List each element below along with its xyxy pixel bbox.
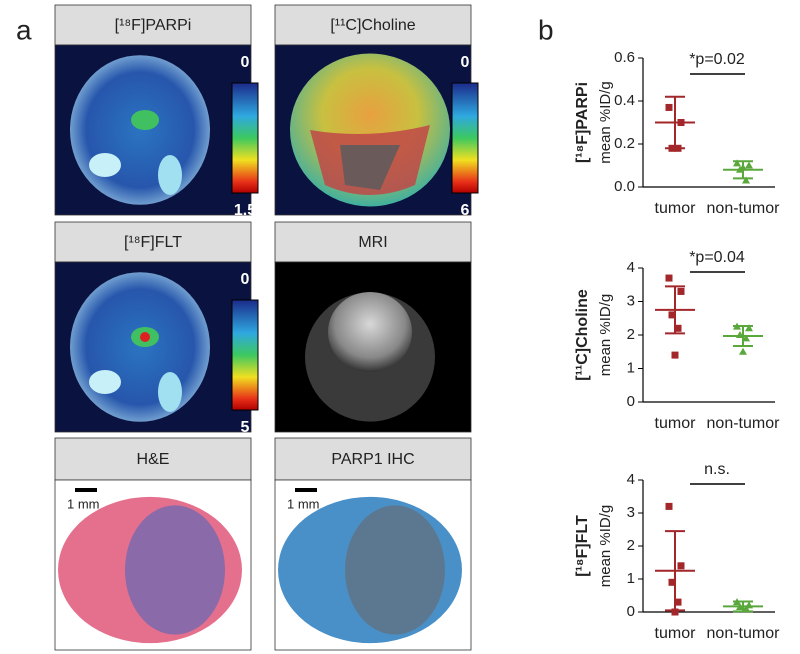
y-tick-label: 1 (627, 359, 635, 376)
annotation: n.s. (704, 461, 730, 478)
y-tick-label: 0.4 (614, 92, 635, 109)
y-tick-label: 4 (627, 471, 635, 488)
colorbar-label: 0 (461, 54, 470, 71)
annotation: *p=0.02 (689, 51, 745, 68)
panel-label: b (538, 14, 554, 45)
data-point (665, 274, 673, 282)
image-header (274, 221, 472, 263)
image-header (54, 4, 252, 46)
tumor (345, 505, 445, 635)
tumor (328, 292, 412, 372)
y-axis-label: mean %ID/g (597, 294, 614, 377)
image-title: [¹¹C]Choline (330, 17, 415, 34)
data-point (677, 562, 685, 570)
colorbar-label: 6 (461, 202, 470, 219)
data-point (674, 598, 682, 606)
panel-label: a (16, 14, 32, 45)
x-tick-label: non-tumor (707, 200, 781, 217)
uptake (158, 155, 182, 195)
colorbar-label: 5 (241, 419, 250, 436)
image-title: [¹⁸F]PARPi (115, 17, 192, 34)
side-label: [¹⁸F]PARPi (574, 82, 591, 163)
x-tick-label: tumor (655, 625, 697, 642)
brain (70, 55, 210, 205)
y-tick-label: 0.2 (614, 135, 635, 152)
y-axis-label: mean %ID/g (597, 505, 614, 588)
uptake (140, 332, 150, 342)
y-tick-label: 0.0 (614, 178, 635, 195)
data-point (742, 176, 750, 184)
colorbar-label: 0 (241, 54, 250, 71)
data-point (665, 502, 673, 510)
data-point (677, 287, 685, 295)
data-point (739, 347, 747, 355)
data-point (668, 311, 676, 319)
colorbar-label: 1.5 (234, 202, 256, 219)
image-header (274, 4, 472, 46)
image-header (274, 437, 472, 481)
data-point (668, 578, 676, 586)
x-tick-label: non-tumor (707, 415, 781, 432)
image-header (54, 437, 252, 481)
image-title: PARP1 IHC (331, 451, 414, 468)
data-point (674, 324, 682, 332)
data-point (665, 103, 673, 111)
y-tick-label: 2 (627, 537, 635, 554)
y-tick-label: 0 (627, 603, 635, 620)
y-tick-label: 2 (627, 326, 635, 343)
data-point (733, 159, 741, 167)
uptake (89, 153, 121, 177)
data-point (745, 324, 753, 332)
uptake (131, 110, 159, 130)
y-tick-label: 3 (627, 292, 635, 309)
uptake (158, 372, 182, 412)
uptake (89, 370, 121, 394)
y-tick-label: 0.6 (614, 49, 635, 66)
image-title: H&E (137, 451, 170, 468)
x-tick-label: non-tumor (707, 625, 781, 642)
data-point (671, 608, 679, 616)
scale-bar-label: 1 mm (67, 496, 100, 511)
image-header (54, 221, 252, 263)
colorbar-label: 0 (241, 271, 250, 288)
data-point (745, 161, 753, 169)
colorbar (231, 299, 259, 411)
data-point (671, 351, 679, 359)
brain (70, 272, 210, 422)
side-label: [¹⁸F]FLT (574, 515, 591, 577)
y-tick-label: 4 (627, 259, 635, 276)
y-tick-label: 1 (627, 570, 635, 587)
annotation: *p=0.04 (689, 249, 745, 266)
colorbar (231, 82, 259, 194)
x-tick-label: tumor (655, 415, 697, 432)
tumor (125, 505, 225, 635)
x-tick-label: tumor (655, 200, 697, 217)
tissue (340, 145, 400, 190)
y-axis-label: mean %ID/g (597, 81, 614, 164)
side-label: [¹¹C]Choline (574, 289, 591, 381)
image-title: MRI (358, 234, 387, 251)
colorbar (451, 82, 479, 194)
image-title: [¹⁸F]FLT (124, 234, 182, 251)
y-tick-label: 3 (627, 504, 635, 521)
scale-bar-label: 1 mm (287, 496, 320, 511)
y-tick-label: 0 (627, 393, 635, 410)
